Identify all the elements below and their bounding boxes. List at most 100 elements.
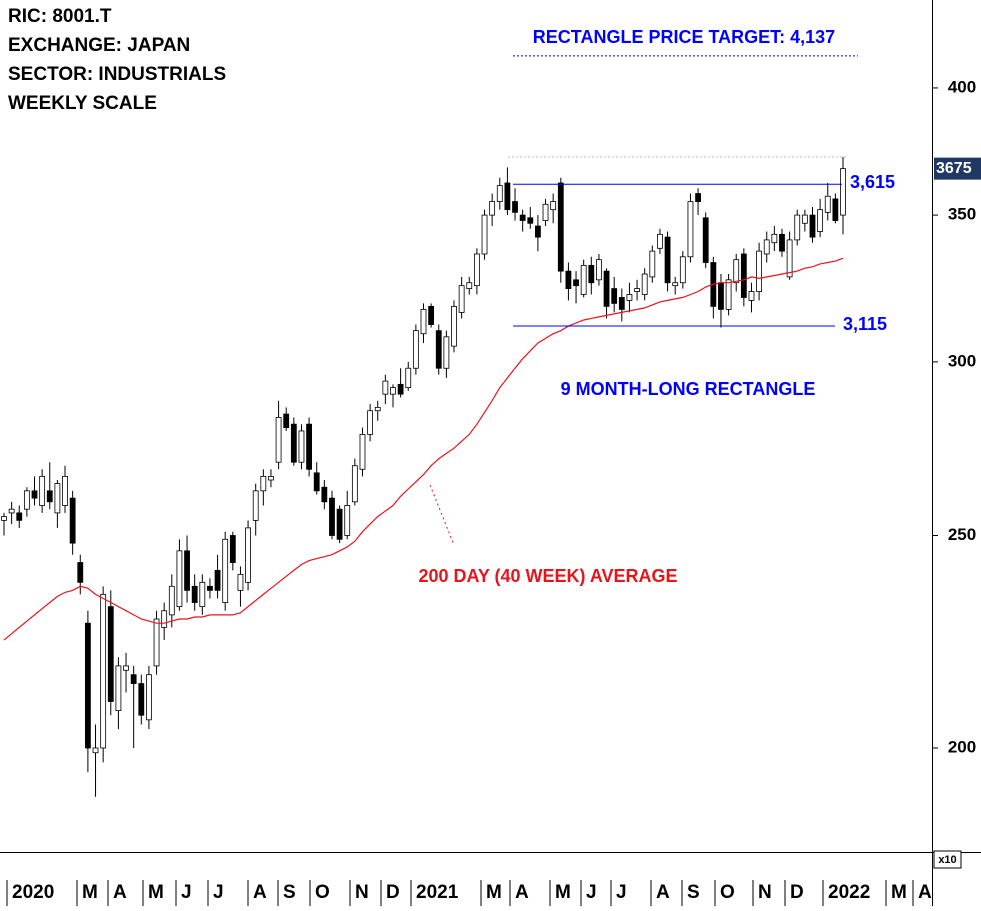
candle-body bbox=[466, 282, 473, 289]
candle-body bbox=[550, 201, 557, 211]
candle-body bbox=[580, 264, 587, 295]
candle-body bbox=[336, 508, 343, 540]
x-tick-label: 2021 bbox=[416, 882, 459, 903]
x-tick-label: M bbox=[148, 882, 164, 903]
support-label: 3,115 bbox=[843, 314, 887, 334]
candle-body bbox=[23, 490, 30, 510]
candle-body bbox=[496, 185, 503, 202]
candle-body bbox=[405, 367, 412, 389]
candle-body bbox=[222, 538, 229, 603]
candle-body bbox=[115, 665, 122, 712]
candle-body bbox=[359, 433, 366, 470]
header-line: EXCHANGE: JAPAN bbox=[8, 35, 190, 56]
candle-body bbox=[786, 239, 793, 278]
candle-body bbox=[146, 674, 152, 721]
candle-body bbox=[16, 512, 23, 521]
candle-body bbox=[382, 380, 389, 395]
candle-body bbox=[801, 214, 808, 224]
x-tick-label: M bbox=[891, 882, 907, 903]
candle-body bbox=[8, 508, 15, 514]
candle-body bbox=[77, 562, 84, 583]
candle-body bbox=[565, 270, 572, 289]
candle-body bbox=[329, 497, 335, 536]
ma-leader bbox=[429, 484, 455, 546]
candle-body bbox=[596, 259, 602, 281]
candle-body bbox=[603, 270, 610, 307]
last-price-label: 3675 bbox=[936, 160, 972, 177]
candle-body bbox=[695, 193, 701, 202]
x-tick-label: N bbox=[355, 882, 369, 903]
y-tick-label: 200 bbox=[948, 737, 976, 756]
candle-body bbox=[557, 182, 564, 272]
candle-body bbox=[702, 217, 709, 263]
x-tick-label: 2020 bbox=[12, 882, 54, 903]
candle-body bbox=[672, 282, 679, 287]
candle-body bbox=[313, 472, 320, 492]
candle-body bbox=[542, 203, 549, 221]
candle-body bbox=[679, 256, 686, 284]
candle-body bbox=[260, 476, 267, 492]
candle-body bbox=[481, 214, 488, 255]
candle-body bbox=[618, 297, 625, 310]
candle-body bbox=[138, 683, 145, 716]
target-label: RECTANGLE PRICE TARGET: 4,137 bbox=[533, 27, 835, 47]
candle-body bbox=[176, 550, 183, 608]
candle-body bbox=[390, 387, 396, 395]
candle-body bbox=[397, 383, 404, 395]
candle-body bbox=[153, 618, 160, 667]
x-tick-label: D bbox=[790, 882, 804, 903]
candle-body bbox=[184, 550, 190, 591]
candle-body bbox=[268, 476, 274, 481]
candle-body bbox=[725, 279, 732, 310]
candle-body bbox=[412, 330, 419, 369]
x-tick-label: A bbox=[515, 882, 529, 903]
x-tick-label: A bbox=[918, 882, 932, 903]
candle-body bbox=[779, 233, 785, 252]
candle-body bbox=[626, 294, 633, 301]
candle-body bbox=[85, 622, 91, 749]
y-tick-label: 400 bbox=[948, 77, 976, 96]
candle-body bbox=[62, 476, 68, 506]
x-tick-label: N bbox=[758, 882, 772, 903]
multiplier-label: x10 bbox=[938, 854, 956, 866]
candle-body bbox=[756, 250, 762, 292]
y-tick-label: 350 bbox=[948, 205, 976, 224]
x-tick-label: O bbox=[315, 882, 330, 903]
candle-body bbox=[809, 214, 816, 238]
candle-body bbox=[107, 606, 114, 702]
candle-body bbox=[634, 288, 640, 292]
x-tick-label: A bbox=[113, 882, 127, 903]
moving-average bbox=[3, 257, 844, 641]
x-tick-label: A bbox=[656, 882, 670, 903]
candle-body bbox=[161, 610, 168, 628]
resistance-label: 3,615 bbox=[850, 172, 895, 192]
candle-body bbox=[824, 195, 831, 213]
candle-body bbox=[420, 308, 427, 335]
candle-body bbox=[458, 285, 465, 313]
candle-body bbox=[504, 182, 511, 211]
candle-body bbox=[130, 674, 137, 684]
candle-body bbox=[588, 264, 595, 284]
candle-body bbox=[435, 330, 442, 369]
y-tick-label: 300 bbox=[948, 351, 976, 370]
last-price-box bbox=[934, 157, 981, 180]
candle-body bbox=[428, 305, 435, 325]
candle-body bbox=[664, 236, 671, 284]
multiplier-box bbox=[933, 850, 962, 869]
candle-body bbox=[657, 233, 663, 249]
candle-body bbox=[535, 225, 541, 238]
candle-body bbox=[229, 535, 236, 563]
candle-body bbox=[443, 336, 450, 369]
x-tick-label: O bbox=[720, 882, 735, 903]
candle-body bbox=[199, 581, 206, 608]
candle-body bbox=[748, 291, 755, 301]
candle-body bbox=[527, 217, 534, 224]
candle-body bbox=[611, 288, 618, 304]
ma-label: 200 DAY (40 WEEK) AVERAGE bbox=[418, 566, 677, 586]
candle-body bbox=[214, 569, 221, 591]
x-tick-label: J bbox=[616, 882, 627, 903]
candle-body bbox=[367, 410, 374, 435]
candle-body bbox=[649, 250, 656, 278]
